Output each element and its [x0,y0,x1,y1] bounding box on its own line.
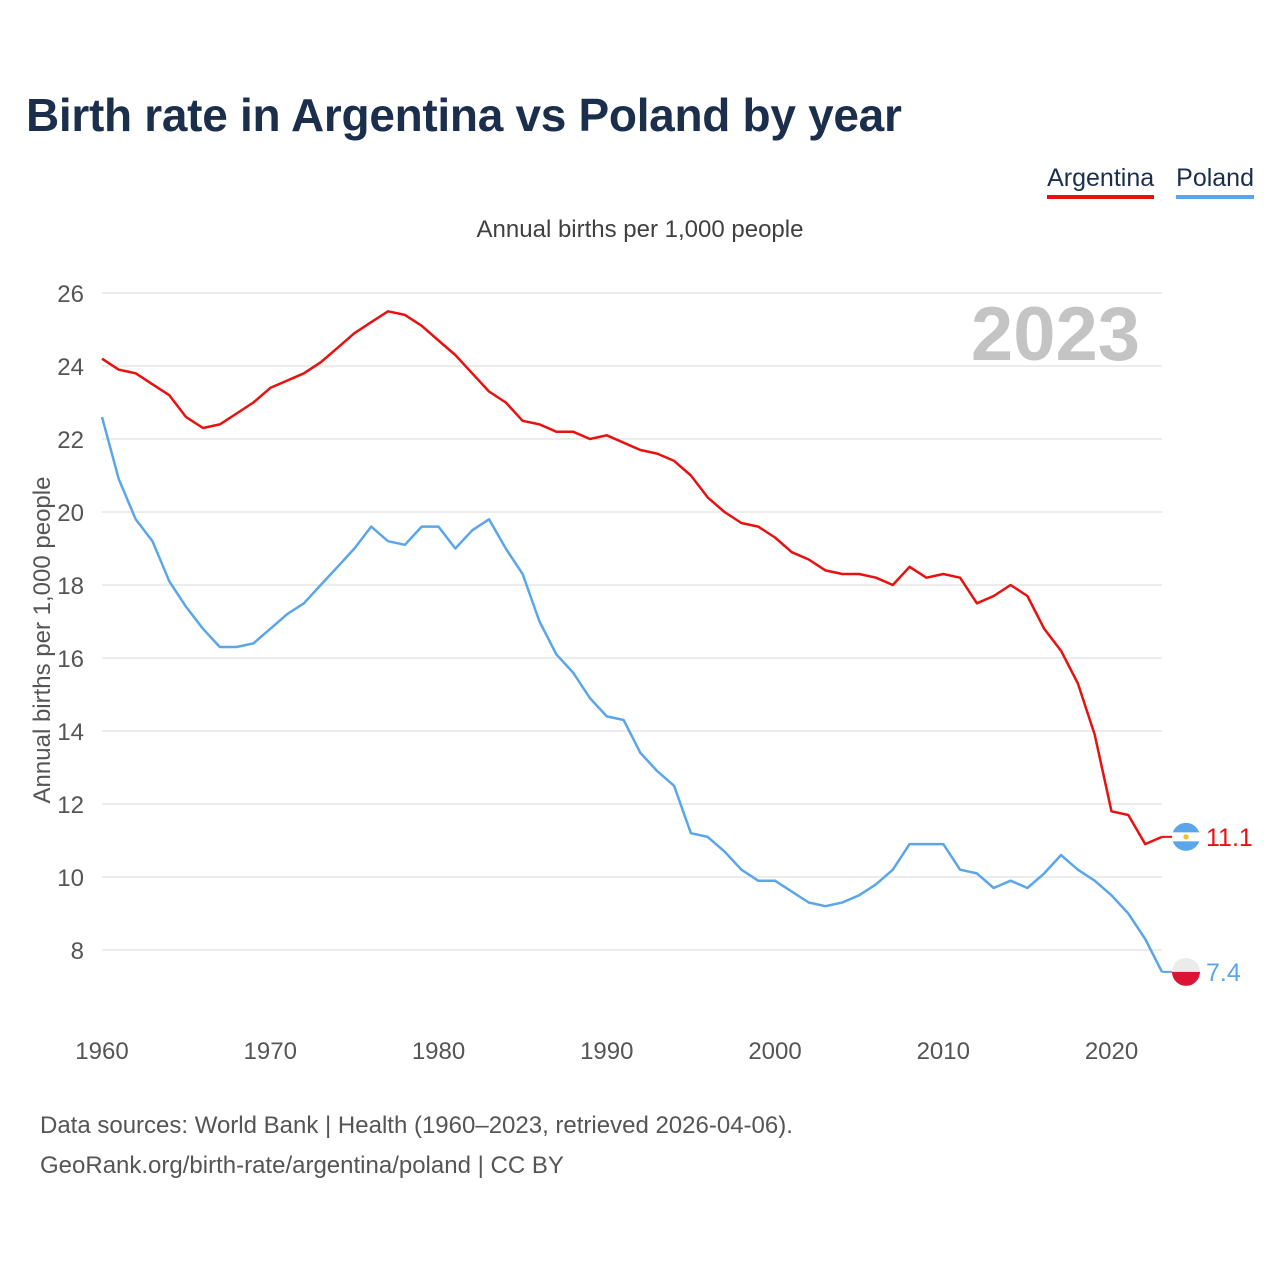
y-tick-label: 12 [57,792,84,819]
gridlines [102,292,1162,951]
line-chart: 8 10 12 14 16 18 20 22 24 26 1960 1970 1980 1990 2000… [29,281,1253,1065]
y-tick-label: 10 [57,865,84,892]
x-tick-label: 2000 [748,1038,801,1065]
x-tick-label: 2020 [1085,1038,1138,1065]
chart-title: Birth rate in Argentina vs Poland by yea… [26,89,902,141]
argentina-flag-icon [1172,822,1200,851]
source-note: Data sources: World Bank | Health (1960–… [40,1106,793,1186]
y-tick-label: 24 [57,354,84,381]
y-tick-label: 14 [57,719,84,746]
y-tick-label: 26 [57,281,84,308]
y-tick-label: 22 [57,427,84,454]
year-label: 2023 [971,292,1140,377]
chart-subtitle: Annual births per 1,000 people [476,216,804,243]
end-markers: 11.1 7.4 [1162,822,1253,987]
x-axis-ticks: 1960 1970 1980 1990 2000 2010 2020 [75,1038,1138,1065]
legend-poland[interactable]: Poland [1176,164,1254,199]
x-tick-label: 1960 [75,1038,128,1065]
y-axis-ticks: 8 10 12 14 16 18 20 22 24 26 [57,281,84,965]
x-tick-label: 1980 [412,1038,465,1065]
y-tick-label: 18 [57,573,84,600]
y-tick-label: 8 [71,938,84,965]
y-tick-label: 20 [57,500,84,527]
x-tick-label: 1970 [244,1038,297,1065]
legend: Argentina Poland [1047,164,1254,199]
x-tick-label: 2010 [917,1038,970,1065]
source-line-1: Data sources: World Bank | Health (1960–… [40,1112,793,1139]
x-tick-label: 1990 [580,1038,633,1065]
series-line-poland [100,416,1164,973]
end-value-argentina: 11.1 [1206,824,1253,852]
series-lines [100,310,1164,973]
source-line-2[interactable]: GeoRank.org/birth-rate/argentina/poland … [40,1152,564,1179]
poland-flag-icon [1172,957,1200,986]
y-tick-label: 16 [57,646,84,673]
end-value-poland: 7.4 [1206,959,1241,987]
legend-argentina[interactable]: Argentina [1047,164,1155,199]
y-axis-label: Annual births per 1,000 people [29,477,56,804]
series-line-argentina [101,310,1163,846]
